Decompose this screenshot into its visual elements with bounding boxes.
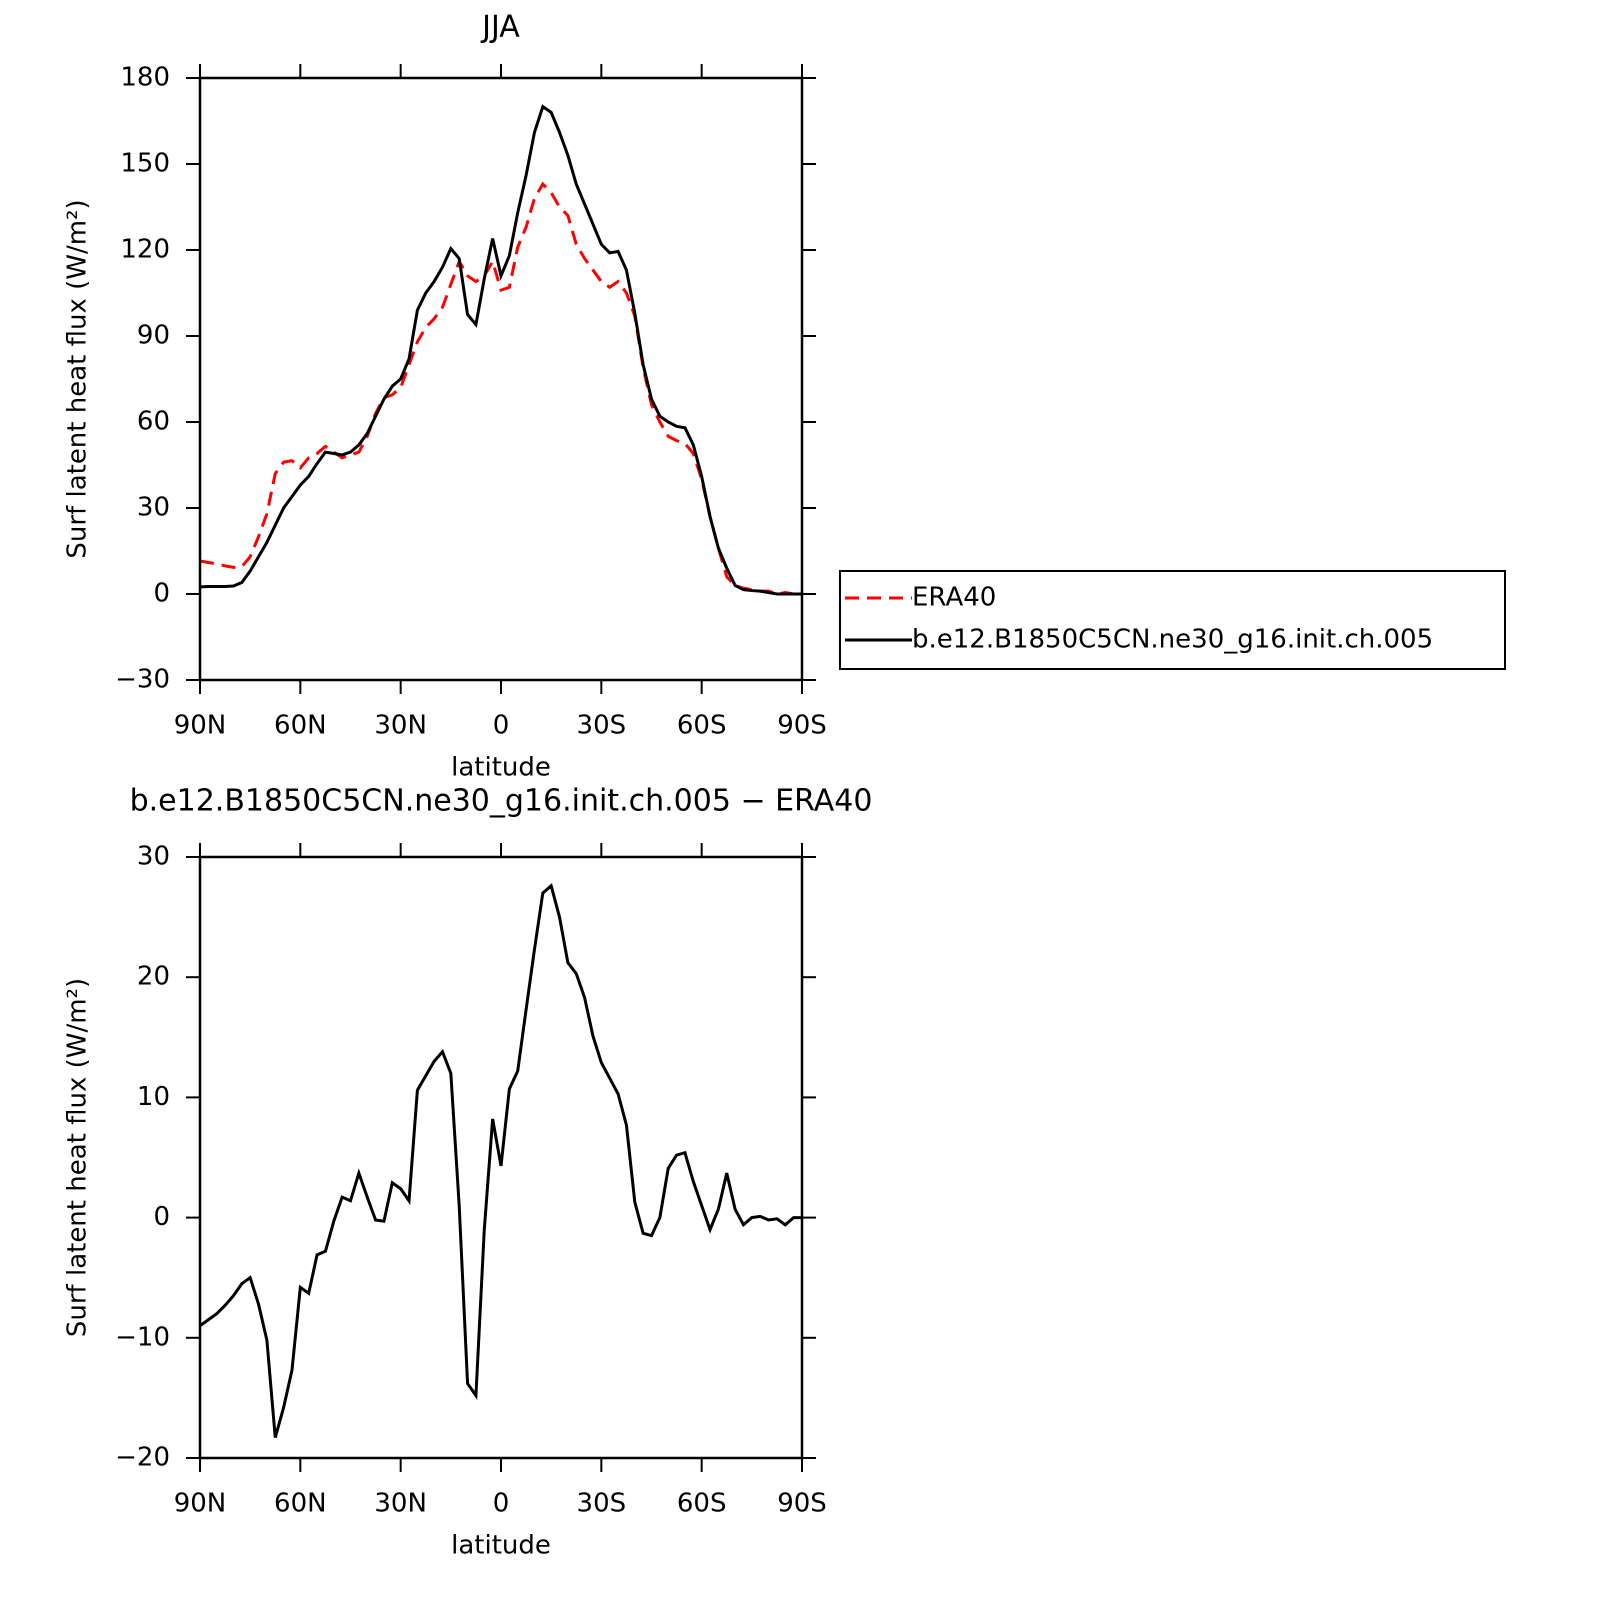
x-tick-label: 60N [274, 1489, 327, 1519]
x-tick-label: 0 [493, 1489, 510, 1519]
y-tick-label: 0 [153, 579, 170, 609]
chart-title: JJA [480, 10, 520, 45]
x-tick-label: 60S [677, 1489, 727, 1519]
y-tick-label: 180 [120, 63, 170, 93]
x-tick-label: 90S [777, 711, 827, 741]
legend-box [839, 570, 1506, 670]
legend-label: b.e12.B1850C5CN.ne30_g16.init.ch.005 [912, 625, 1433, 655]
y-tick-label: 150 [120, 149, 170, 179]
x-tick-label: 30S [577, 1489, 627, 1519]
legend-label: ERA40 [912, 583, 996, 613]
x-tick-label: 30N [374, 711, 427, 741]
x-tick-label: 90S [777, 1489, 827, 1519]
y-tick-label: 10 [137, 1082, 170, 1112]
x-tick-label: 60S [677, 711, 727, 741]
y-axis-label: Surf latent heat flux (W/m²) [63, 199, 93, 558]
plot-frame [198, 855, 804, 1460]
y-axis-label: Surf latent heat flux (W/m²) [63, 978, 93, 1337]
data-line [199, 883, 802, 1438]
y-tick-label: −30 [115, 665, 170, 695]
y-tick-label: −20 [115, 1443, 170, 1473]
y-tick-label: 30 [137, 493, 170, 523]
y-tick-label: −10 [115, 1322, 170, 1352]
x-tick-label: 30S [577, 711, 627, 741]
y-tick-label: 120 [120, 235, 170, 265]
x-tick-label: 90N [174, 1489, 227, 1519]
x-axis-label: latitude [451, 753, 551, 783]
y-tick-label: 60 [137, 407, 170, 437]
x-axis-label: latitude [451, 1531, 551, 1561]
x-tick-label: 90N [174, 711, 227, 741]
chart-title: b.e12.B1850C5CN.ne30_g16.init.ch.005 − E… [130, 784, 873, 819]
y-tick-label: 20 [137, 962, 170, 992]
x-tick-label: 0 [493, 711, 510, 741]
data-line [199, 181, 802, 596]
data-line [199, 104, 802, 596]
plot-frame [198, 76, 804, 682]
y-tick-label: 0 [153, 1202, 170, 1232]
x-tick-label: 30N [374, 1489, 427, 1519]
y-tick-label: 30 [137, 842, 170, 872]
y-tick-label: 90 [137, 321, 170, 351]
x-tick-label: 60N [274, 711, 327, 741]
